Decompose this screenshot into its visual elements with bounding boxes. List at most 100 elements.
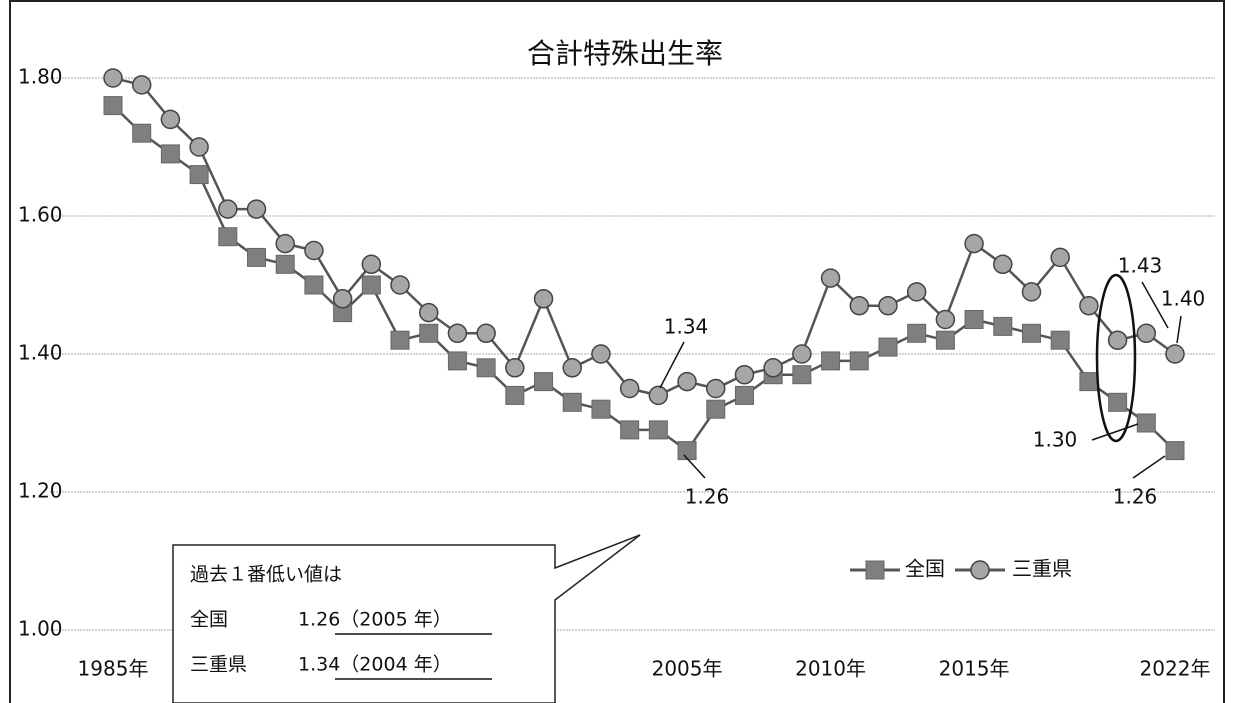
marker <box>706 399 726 419</box>
marker <box>907 323 927 343</box>
x-tick-label: 2005年 <box>652 657 723 681</box>
marker <box>849 351 869 371</box>
marker <box>562 392 582 412</box>
marker <box>964 233 984 254</box>
marker <box>935 309 956 330</box>
marker <box>591 344 611 364</box>
marker <box>246 199 267 219</box>
annotation-leader <box>659 341 685 389</box>
marker <box>476 323 496 344</box>
marker <box>533 289 554 309</box>
x-tick-label: 1985年 <box>78 657 149 681</box>
chart-title: 合計特殊出生率 <box>527 37 723 70</box>
marker <box>619 378 640 399</box>
marker <box>361 254 382 275</box>
y-tick-label: 1.40 <box>18 341 63 365</box>
marker <box>1165 344 1185 364</box>
marker <box>218 199 238 219</box>
marker <box>993 316 1013 336</box>
annotation: 1.43 <box>1118 254 1163 278</box>
marker <box>189 137 209 157</box>
marker <box>792 365 812 385</box>
callout-value: 1.34（2004 年） <box>298 654 452 676</box>
marker <box>505 385 525 405</box>
x-tick-label: 2015年 <box>939 657 1010 681</box>
annotation-leader <box>1176 315 1182 344</box>
marker <box>247 247 267 267</box>
callout-label: 三重県 <box>190 654 247 676</box>
marker <box>1050 330 1070 350</box>
marker <box>1021 282 1042 302</box>
marker <box>476 358 496 378</box>
marker <box>878 295 898 316</box>
marker <box>964 310 984 329</box>
marker <box>562 358 582 378</box>
marker <box>361 275 381 295</box>
legend-label: 全国 <box>905 557 945 581</box>
marker <box>1079 372 1099 392</box>
marker <box>1050 247 1070 268</box>
y-tick-label: 1.60 <box>18 203 63 227</box>
marker <box>1136 413 1156 433</box>
callout-label: 全国 <box>190 609 228 631</box>
y-tick-label: 1.80 <box>18 65 63 89</box>
y-tick-label: 1.00 <box>18 617 63 641</box>
marker <box>1021 323 1041 343</box>
marker <box>419 323 439 343</box>
x-tick-label: 2022年 <box>1140 657 1211 681</box>
marker <box>275 254 295 274</box>
marker <box>418 302 439 323</box>
marker <box>1079 295 1099 316</box>
marker <box>131 75 152 95</box>
annotation-leader <box>1141 281 1169 329</box>
marker <box>332 289 353 309</box>
marker <box>103 96 123 116</box>
marker <box>103 68 123 88</box>
marker <box>849 295 870 316</box>
marker <box>1136 323 1157 344</box>
marker <box>734 385 754 405</box>
legend-label: 三重県 <box>1012 557 1072 581</box>
callout-value: 1.26（2005 年） <box>298 609 452 631</box>
marker <box>648 420 668 440</box>
marker <box>275 233 295 254</box>
annotation: 1.26 <box>1113 485 1158 509</box>
marker <box>820 268 841 288</box>
y-tick-label: 1.20 <box>18 479 63 503</box>
marker <box>1108 392 1128 412</box>
callout-heading: 過去１番低い値は <box>190 564 342 586</box>
marker <box>763 358 783 378</box>
marker <box>878 337 898 357</box>
marker <box>189 165 209 185</box>
marker <box>620 420 640 440</box>
marker <box>390 275 410 295</box>
marker <box>304 275 324 295</box>
legend-marker <box>970 560 990 580</box>
marker <box>648 385 669 406</box>
marker <box>1107 330 1128 350</box>
legend-marker <box>865 560 885 580</box>
marker <box>132 123 152 143</box>
marker <box>821 351 841 371</box>
annotation: 1.34 <box>664 315 709 339</box>
annotation: 1.40 <box>1161 287 1206 311</box>
marker <box>447 351 467 371</box>
marker <box>1165 441 1185 461</box>
marker <box>160 109 181 130</box>
marker <box>734 364 755 385</box>
callout-box <box>172 534 641 703</box>
marker <box>160 144 180 164</box>
marker <box>447 323 468 344</box>
marker <box>677 371 697 392</box>
marker <box>534 372 554 392</box>
annotation-leader <box>683 454 706 479</box>
annotation: 1.30 <box>1033 428 1078 452</box>
marker <box>304 240 324 261</box>
annotation: 1.26 <box>685 485 730 509</box>
marker <box>993 254 1013 275</box>
marker <box>591 399 611 419</box>
marker <box>935 330 955 350</box>
x-tick-label: 2010年 <box>795 657 866 681</box>
marker <box>390 330 410 350</box>
